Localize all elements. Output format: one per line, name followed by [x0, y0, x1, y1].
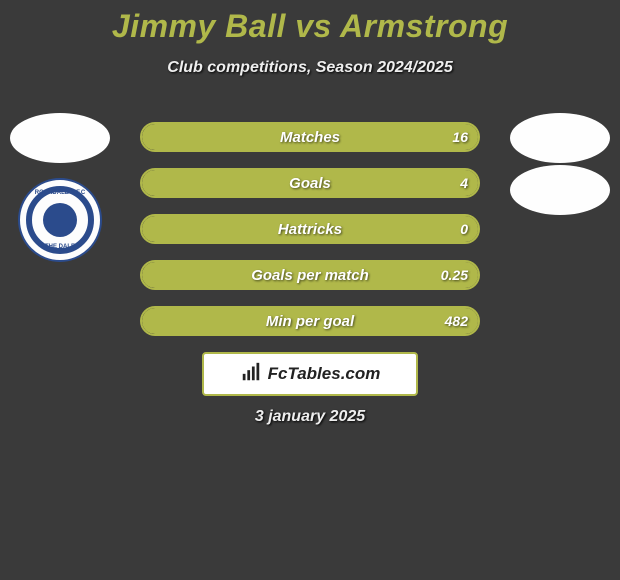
stat-value-right: 0.25 — [441, 262, 468, 288]
stat-label: Min per goal — [142, 308, 478, 334]
stat-label: Goals per match — [142, 262, 478, 288]
stat-row: Goals per match 0.25 — [140, 260, 480, 290]
stat-value-right: 482 — [445, 308, 468, 334]
stat-value-right: 4 — [460, 170, 468, 196]
club-badge-bottom-text: THE DALE — [45, 244, 75, 250]
stat-row: Hattricks 0 — [140, 214, 480, 244]
stat-row: Matches 16 — [140, 122, 480, 152]
stat-label: Matches — [142, 124, 478, 150]
stat-label: Hattricks — [142, 216, 478, 242]
stat-value-right: 0 — [460, 216, 468, 242]
stat-label: Goals — [142, 170, 478, 196]
branding-box[interactable]: FcTables.com — [202, 352, 418, 396]
club-badge-top-text: ROCHDALE A.F.C — [35, 190, 85, 196]
stat-value-right: 16 — [452, 124, 468, 150]
page-title: Jimmy Ball vs Armstrong — [0, 0, 620, 45]
player-right-avatar-1 — [510, 113, 610, 163]
player-right-avatar-2 — [510, 165, 610, 215]
date-text: 3 january 2025 — [0, 408, 620, 426]
stat-row: Goals 4 — [140, 168, 480, 198]
player-left-avatar — [10, 113, 110, 163]
club-badge: ROCHDALE A.F.C THE DALE — [18, 178, 102, 262]
branding-text: FcTables.com — [268, 364, 381, 384]
stat-row: Min per goal 482 — [140, 306, 480, 336]
stats-table: Matches 16 Goals 4 Hattricks 0 Goals per… — [140, 122, 480, 352]
subtitle: Club competitions, Season 2024/2025 — [0, 59, 620, 77]
bar-chart-icon — [240, 361, 262, 388]
